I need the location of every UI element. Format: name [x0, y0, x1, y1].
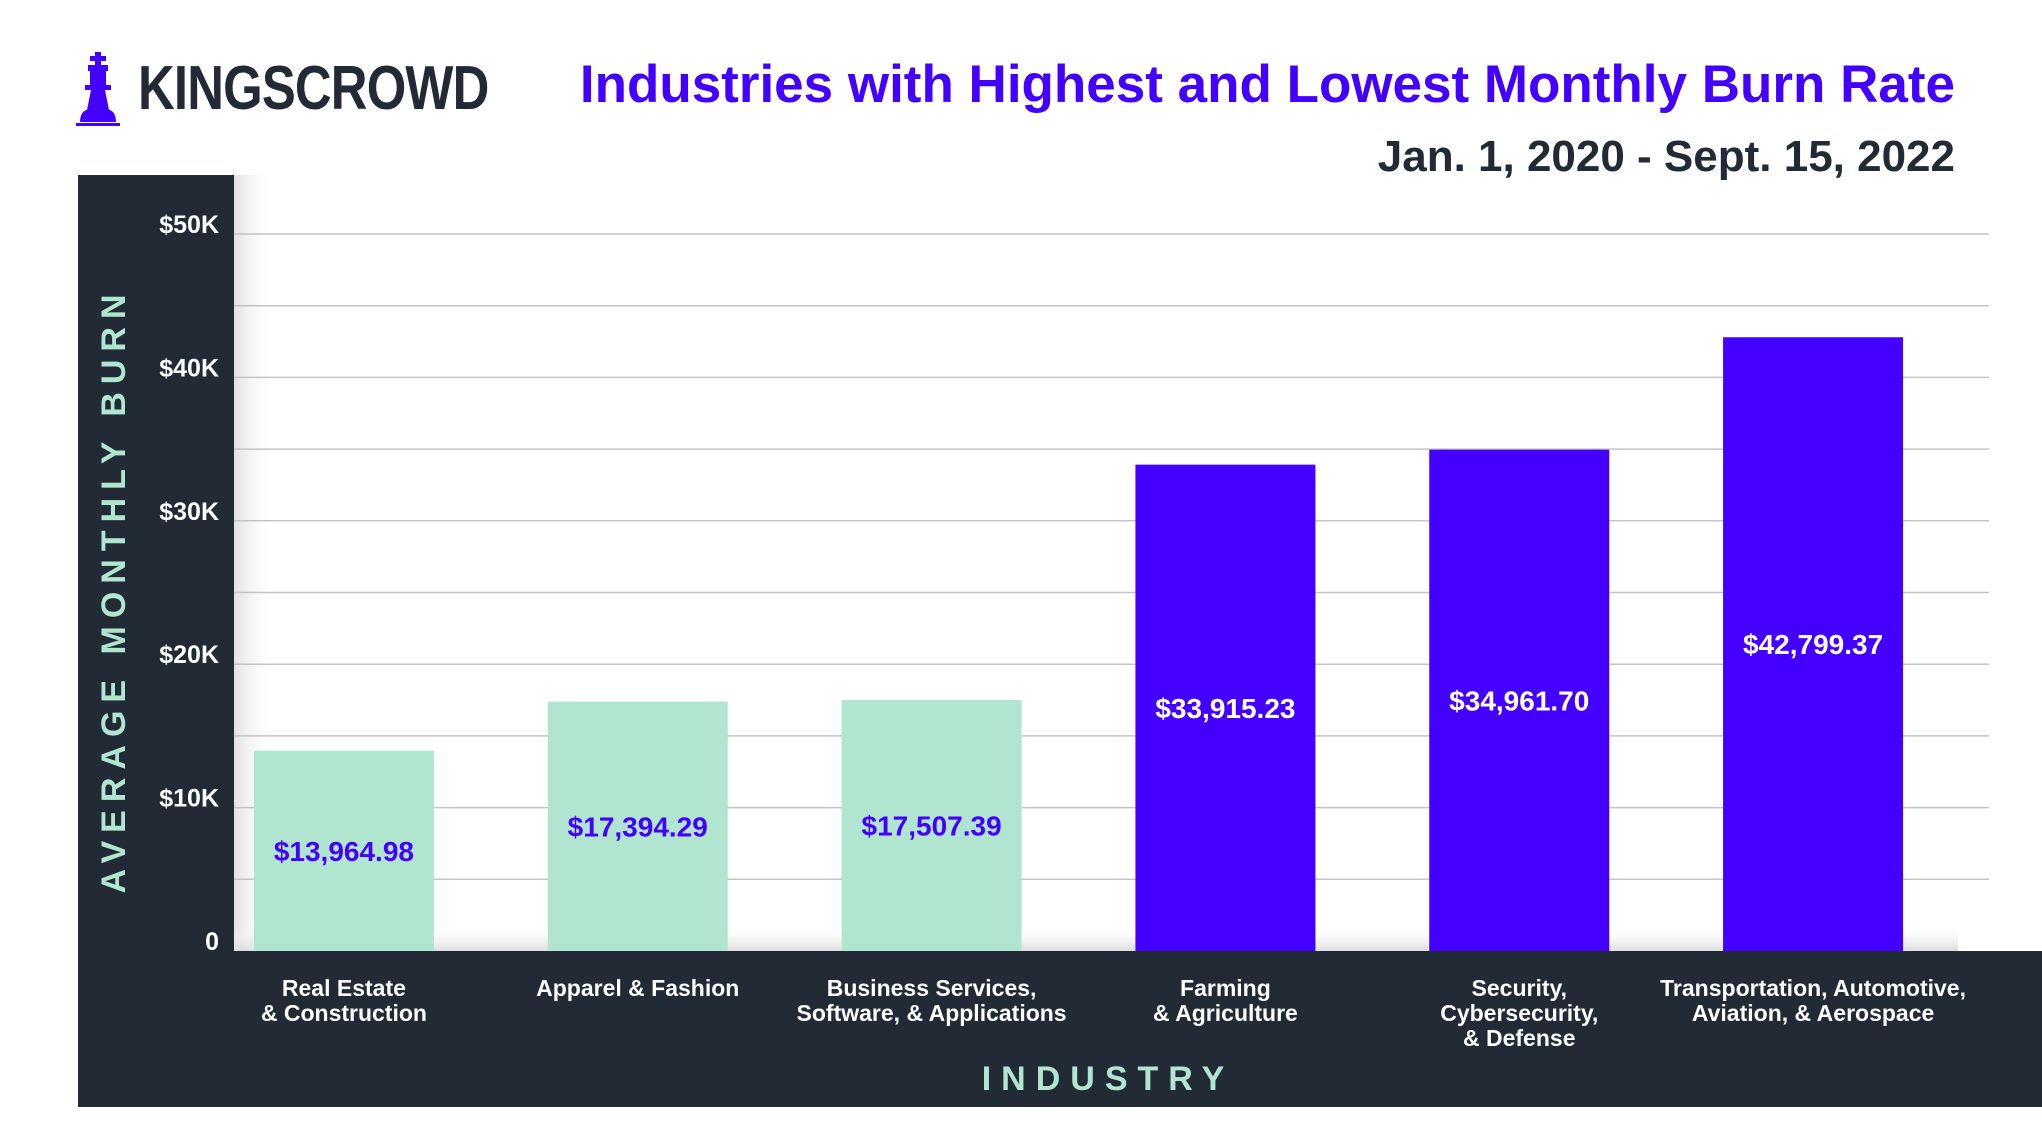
data-label: $34,961.70 [1449, 685, 1589, 716]
bar [253, 750, 434, 951]
y-tick-label: $50K [159, 211, 219, 239]
data-label: $17,507.39 [862, 810, 1002, 841]
x-tick-label: Security, [1472, 975, 1567, 1001]
x-tick-label: Cybersecurity, [1440, 1000, 1598, 1026]
x-tick-label: Real Estate [282, 975, 406, 1001]
x-tick-label: Aviation, & Aerospace [1692, 1000, 1934, 1026]
x-tick-label: Software, & Applications [797, 1000, 1067, 1026]
chart-title: Industries with Highest and Lowest Month… [579, 55, 1955, 114]
x-axis-title: INDUSTRY [982, 1060, 1235, 1098]
y-tick-label: $20K [159, 641, 219, 669]
y-axis-title: AVERAGE MONTHLY BURN [95, 286, 133, 893]
data-label: $13,964.98 [274, 836, 414, 867]
x-tick-label: & Defense [1463, 1025, 1575, 1051]
chess-king-icon [76, 52, 120, 126]
bar [1429, 449, 1610, 951]
brand-logo: KINGSCROWD [76, 52, 565, 126]
y-tick-label: $40K [159, 354, 219, 382]
x-tick-label: Transportation, Automotive, [1660, 975, 1966, 1001]
x-tick-label: Business Services, [827, 975, 1037, 1001]
x-tick-label: & Construction [261, 1000, 427, 1026]
y-tick-label: 0 [205, 928, 219, 956]
data-label: $17,394.29 [568, 811, 708, 842]
bar [1723, 337, 1904, 951]
bar [1135, 464, 1316, 951]
plot-bottom-shade [234, 926, 1958, 951]
bar [547, 701, 728, 951]
x-tick-label: & Agriculture [1153, 1000, 1298, 1026]
data-label: $42,799.37 [1743, 629, 1883, 660]
x-tick-label: Farming [1180, 975, 1271, 1001]
brand-name: KINGSCROWD [138, 54, 489, 123]
y-tick-label: $30K [159, 498, 219, 526]
x-tick-label: Apparel & Fashion [536, 975, 739, 1001]
chart-subtitle: Jan. 1, 2020 - Sept. 15, 2022 [1377, 132, 1955, 181]
x-axis-panel [78, 951, 2042, 1107]
bar [841, 699, 1022, 951]
y-tick-label: $10K [159, 785, 219, 813]
data-label: $33,915.23 [1155, 693, 1295, 724]
